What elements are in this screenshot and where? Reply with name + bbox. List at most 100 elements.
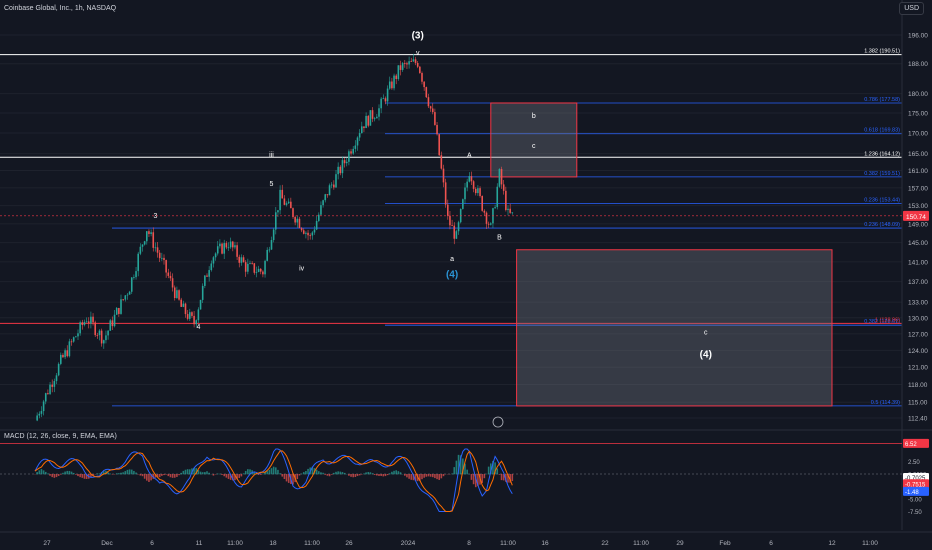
candle-body xyxy=(98,330,101,336)
candle-body xyxy=(191,312,193,316)
macd-histogram-bar xyxy=(221,474,223,475)
macd-histogram-bar xyxy=(53,474,56,478)
candle-body xyxy=(401,63,404,70)
candle-body xyxy=(44,393,47,402)
price-tick-label: 157.00 xyxy=(908,185,928,192)
price-tick-label: 145.00 xyxy=(908,240,928,247)
candle-body xyxy=(350,151,352,154)
macd-histogram-bar xyxy=(169,474,172,478)
candle-body xyxy=(384,98,387,102)
candle-body xyxy=(257,268,260,272)
candle-body xyxy=(249,262,251,264)
macd-histogram-bar xyxy=(178,474,180,476)
macd-badge-label: -0.7515 xyxy=(905,482,926,488)
candle-body xyxy=(189,312,191,319)
macd-histogram-bar xyxy=(219,473,221,475)
macd-histogram-bar xyxy=(356,474,359,477)
macd-histogram-bar xyxy=(502,474,505,481)
candle-body xyxy=(234,245,236,248)
macd-histogram-bar xyxy=(161,474,163,476)
macd-histogram-bar xyxy=(98,473,101,475)
price-tick-label: 137.00 xyxy=(908,279,928,286)
candle-body xyxy=(242,257,245,263)
macd-histogram-bar xyxy=(483,474,486,479)
candle-body xyxy=(416,62,419,67)
candle-body xyxy=(118,307,120,314)
candle-body xyxy=(146,231,148,242)
macd-histogram-bar xyxy=(195,468,198,475)
macd-histogram-bar xyxy=(272,466,275,475)
candle-body xyxy=(302,230,305,234)
candle-body xyxy=(264,260,266,275)
macd-histogram-bar xyxy=(302,472,305,475)
macd-histogram-bar xyxy=(404,474,406,476)
candle-body xyxy=(462,199,464,209)
candle-body xyxy=(419,66,421,74)
wave-label: 3 xyxy=(153,213,157,220)
macd-histogram-bar xyxy=(341,472,344,475)
macd-histogram-bar xyxy=(244,470,247,475)
macd-histogram-bar xyxy=(431,474,434,478)
macd-tick-label: -5.00 xyxy=(908,498,922,504)
macd-histogram-bar xyxy=(388,473,391,475)
candle-body xyxy=(442,168,445,183)
price-tick-label: 124.00 xyxy=(908,348,928,355)
candle-body xyxy=(285,203,288,205)
macd-histogram-bar xyxy=(275,467,277,475)
macd-histogram-bar xyxy=(464,463,466,475)
candle-body xyxy=(221,243,223,254)
price-grid xyxy=(0,34,902,419)
macd-histogram-bar xyxy=(399,472,402,475)
candle-body xyxy=(225,243,228,248)
macd-histogram-bar xyxy=(42,470,45,475)
candle-body xyxy=(141,244,144,247)
price-tick-label: 161.00 xyxy=(908,168,928,175)
candle-body xyxy=(124,295,127,300)
candle-body xyxy=(326,194,329,196)
candle-body xyxy=(62,354,64,358)
candle-body xyxy=(128,291,131,295)
candle-body xyxy=(447,204,449,216)
candle-body xyxy=(111,320,114,327)
macd-histogram-bar xyxy=(75,474,77,475)
candle-body xyxy=(345,161,348,164)
macd-histogram-bar xyxy=(259,474,262,475)
macd-histogram-bar xyxy=(494,462,496,475)
time-tick-label: 27 xyxy=(43,540,51,547)
candle-body xyxy=(485,212,488,224)
candle-body xyxy=(279,189,281,211)
candle-body xyxy=(152,232,155,248)
macd-histogram-bar xyxy=(115,473,118,475)
fib-label: 0.236 (153.44) xyxy=(864,198,900,204)
macd-histogram-bar xyxy=(438,474,440,480)
candle-body xyxy=(255,271,258,273)
candle-body xyxy=(311,232,314,236)
candle-body xyxy=(51,384,53,387)
macd-histogram-bar xyxy=(216,473,219,475)
candle-body xyxy=(487,223,490,225)
macd-histogram-bar xyxy=(425,474,428,477)
candle-body xyxy=(361,126,363,134)
macd-histogram-bar xyxy=(305,470,307,475)
candle-body xyxy=(83,322,86,325)
candle-body xyxy=(397,65,400,79)
candle-body xyxy=(479,188,481,196)
macd-histogram-bar xyxy=(234,474,236,481)
candle-body xyxy=(352,148,354,154)
candle-body xyxy=(208,270,210,277)
candle-body xyxy=(290,201,292,209)
macd-histogram-bar xyxy=(124,471,127,475)
macd-histogram-bar xyxy=(363,473,365,475)
macd-histogram-bar xyxy=(85,474,88,480)
macd-histogram-bar xyxy=(150,474,152,481)
candle-body xyxy=(156,247,159,253)
macd-histogram-bar xyxy=(408,474,410,479)
candle-body xyxy=(107,330,109,336)
currency-button[interactable]: USD xyxy=(899,2,924,15)
macd-histogram-bar xyxy=(505,474,507,482)
candle-body xyxy=(201,285,204,300)
macd-tick-label: -7.50 xyxy=(908,510,922,516)
macd-histogram-bar xyxy=(339,471,342,475)
time-tick-label: 6 xyxy=(150,540,154,547)
